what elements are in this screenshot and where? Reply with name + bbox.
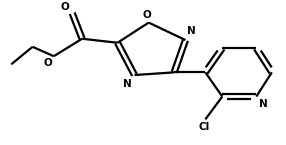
Text: N: N (123, 79, 132, 89)
Text: N: N (187, 26, 196, 36)
Text: O: O (61, 2, 69, 12)
Text: O: O (143, 10, 152, 20)
Text: N: N (259, 99, 268, 109)
Text: O: O (44, 58, 52, 68)
Text: Cl: Cl (198, 122, 210, 132)
